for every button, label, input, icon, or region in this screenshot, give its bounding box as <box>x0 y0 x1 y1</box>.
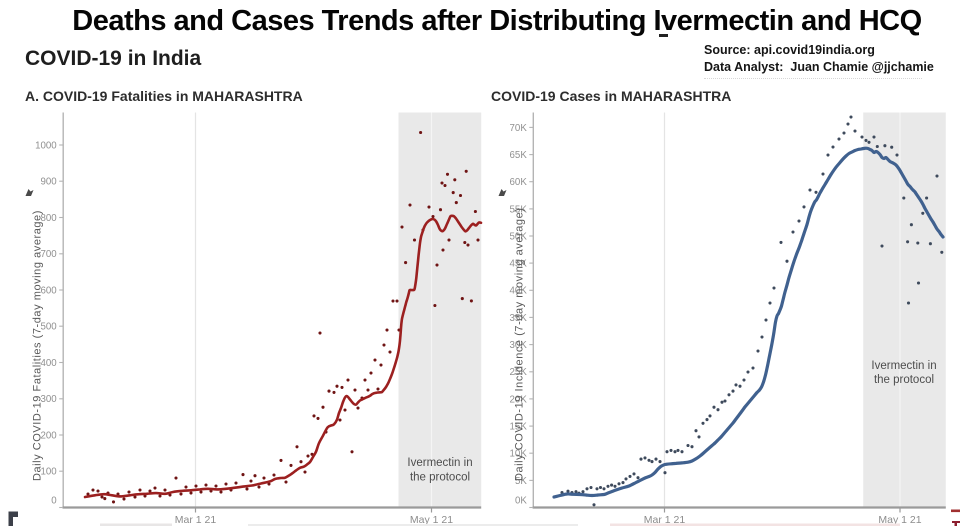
svg-text:25K: 25K <box>510 367 528 378</box>
svg-text:900: 900 <box>41 177 58 188</box>
svg-text:0: 0 <box>51 496 57 507</box>
svg-text:400: 400 <box>41 358 58 369</box>
svg-text:60K: 60K <box>510 177 528 188</box>
svg-text:700: 700 <box>41 249 58 260</box>
svg-text:55K: 55K <box>510 204 528 215</box>
svg-text:20K: 20K <box>510 394 528 405</box>
svg-text:500: 500 <box>41 322 58 333</box>
svg-text:15K: 15K <box>510 421 528 432</box>
svg-text:Daily COVID-19 Fatalities (7-d: Daily COVID-19 Fatalities (7-day moving … <box>32 210 44 481</box>
svg-text:600: 600 <box>41 285 58 296</box>
svg-text:30K: 30K <box>510 340 528 351</box>
svg-text:800: 800 <box>41 213 58 224</box>
svg-text:50K: 50K <box>510 231 528 242</box>
svg-text:May 1 21: May 1 21 <box>878 514 921 526</box>
svg-text:0K: 0K <box>515 496 527 507</box>
svg-text:5K: 5K <box>515 476 527 487</box>
svg-text:the protocol: the protocol <box>410 472 470 484</box>
svg-text:300: 300 <box>41 394 58 405</box>
svg-text:Mar 1 21: Mar 1 21 <box>644 514 686 526</box>
svg-text:Ivermectin in: Ivermectin in <box>871 360 936 372</box>
svg-text:200: 200 <box>41 430 58 441</box>
svg-text:100: 100 <box>41 467 58 478</box>
svg-text:Mar 1 21: Mar 1 21 <box>175 514 217 526</box>
svg-text:Daily COVID-19 Incidence (7-da: Daily COVID-19 Incidence (7-day moving a… <box>514 208 526 481</box>
svg-text:70K: 70K <box>510 123 528 134</box>
svg-text:the protocol: the protocol <box>874 374 934 386</box>
svg-text:40K: 40K <box>510 286 528 297</box>
svg-text:May 1 21: May 1 21 <box>410 514 453 526</box>
svg-text:35K: 35K <box>510 313 528 324</box>
svg-text:Ivermectin in: Ivermectin in <box>407 457 472 469</box>
svg-text:45K: 45K <box>510 259 528 270</box>
svg-text:1000: 1000 <box>35 140 57 151</box>
svg-text:10K: 10K <box>510 449 528 460</box>
svg-text:65K: 65K <box>510 150 528 161</box>
